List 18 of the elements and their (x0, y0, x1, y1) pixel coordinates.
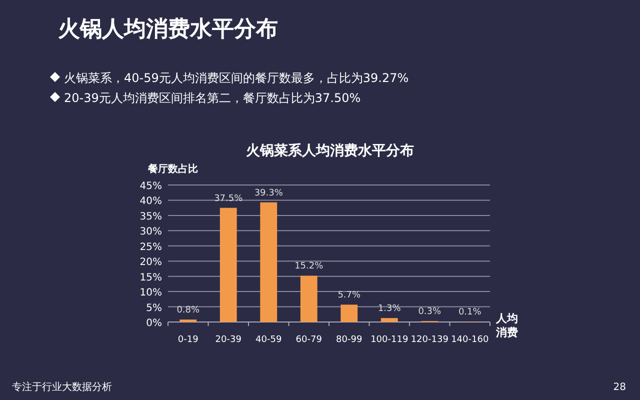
y-tick-label: 20% (140, 257, 162, 268)
y-tick-label: 25% (140, 242, 162, 253)
annotation: 火锅菜系，40-59元人均消费区间的餐厅数最多，占比为39.27% (64, 71, 409, 85)
y-tick-label: 0% (146, 318, 162, 329)
annotation: 专注于行业大数据分析 (12, 382, 112, 393)
title: 火锅人均消费水平分布 (58, 17, 278, 42)
ylabel: 餐厅数占比 (148, 164, 198, 175)
y-tick-label: 30% (140, 226, 162, 238)
y-tick-label: 5% (146, 302, 162, 314)
y-tick-label: 40% (140, 196, 162, 208)
annotation: 28 (613, 382, 626, 393)
annotation: 20-39元人均消费区间排名第二，餐厅数占比为37.50% (64, 91, 361, 105)
xlabel: 人均消费 (496, 312, 518, 339)
subtitle: 火锅菜系人均消费水平分布 (246, 143, 414, 159)
y-tick-label: 15% (140, 272, 162, 284)
y-tick-label: 10% (140, 288, 162, 299)
y-tick-label: 45% (140, 181, 162, 192)
y-tick-label: 35% (140, 211, 162, 222)
